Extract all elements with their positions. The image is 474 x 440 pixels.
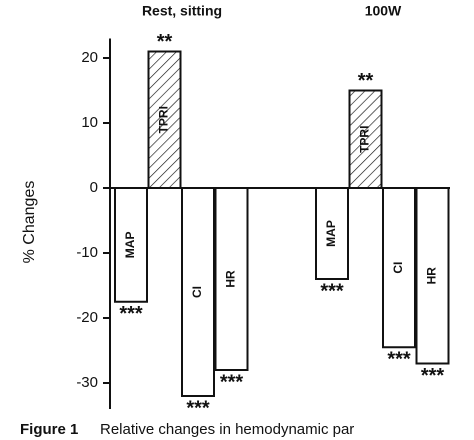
significance: *** xyxy=(186,397,210,419)
bar-label: MAP xyxy=(324,220,338,247)
bar-label: CI xyxy=(190,286,204,298)
bar xyxy=(114,187,148,303)
y-tick-label: -20 xyxy=(76,309,98,326)
bar xyxy=(415,187,450,365)
significance: *** xyxy=(421,365,445,387)
bar xyxy=(348,89,383,189)
group-label: Rest, sitting xyxy=(142,3,222,19)
bar xyxy=(214,187,249,371)
caption-label: Figure 1 xyxy=(20,421,78,438)
significance: ** xyxy=(157,31,173,53)
bar-label: MAP xyxy=(123,232,137,259)
bar-label: HR xyxy=(224,270,238,288)
bar-label: CI xyxy=(391,262,405,274)
bar xyxy=(315,187,349,280)
bar xyxy=(382,187,416,349)
bar-label: TPRI xyxy=(157,106,171,133)
bar-label: HR xyxy=(425,267,439,285)
y-tick-label: 20 xyxy=(81,49,98,66)
y-axis-label: % Changes xyxy=(21,181,38,264)
y-tick-label: 10 xyxy=(81,114,98,131)
y-tick-label: 0 xyxy=(90,179,98,196)
significance: *** xyxy=(220,371,244,393)
bar xyxy=(147,50,182,189)
y-tick-label: -10 xyxy=(76,244,98,261)
caption-text: Relative changes in hemodynamic par xyxy=(100,421,354,438)
significance: ** xyxy=(358,70,374,92)
group-label: 100W xyxy=(365,3,402,19)
significance: *** xyxy=(387,349,411,371)
bar xyxy=(181,187,215,397)
significance: *** xyxy=(119,303,143,325)
significance: *** xyxy=(320,280,344,302)
y-tick-label: -30 xyxy=(76,374,98,391)
bar-label: TPRI xyxy=(358,126,372,153)
